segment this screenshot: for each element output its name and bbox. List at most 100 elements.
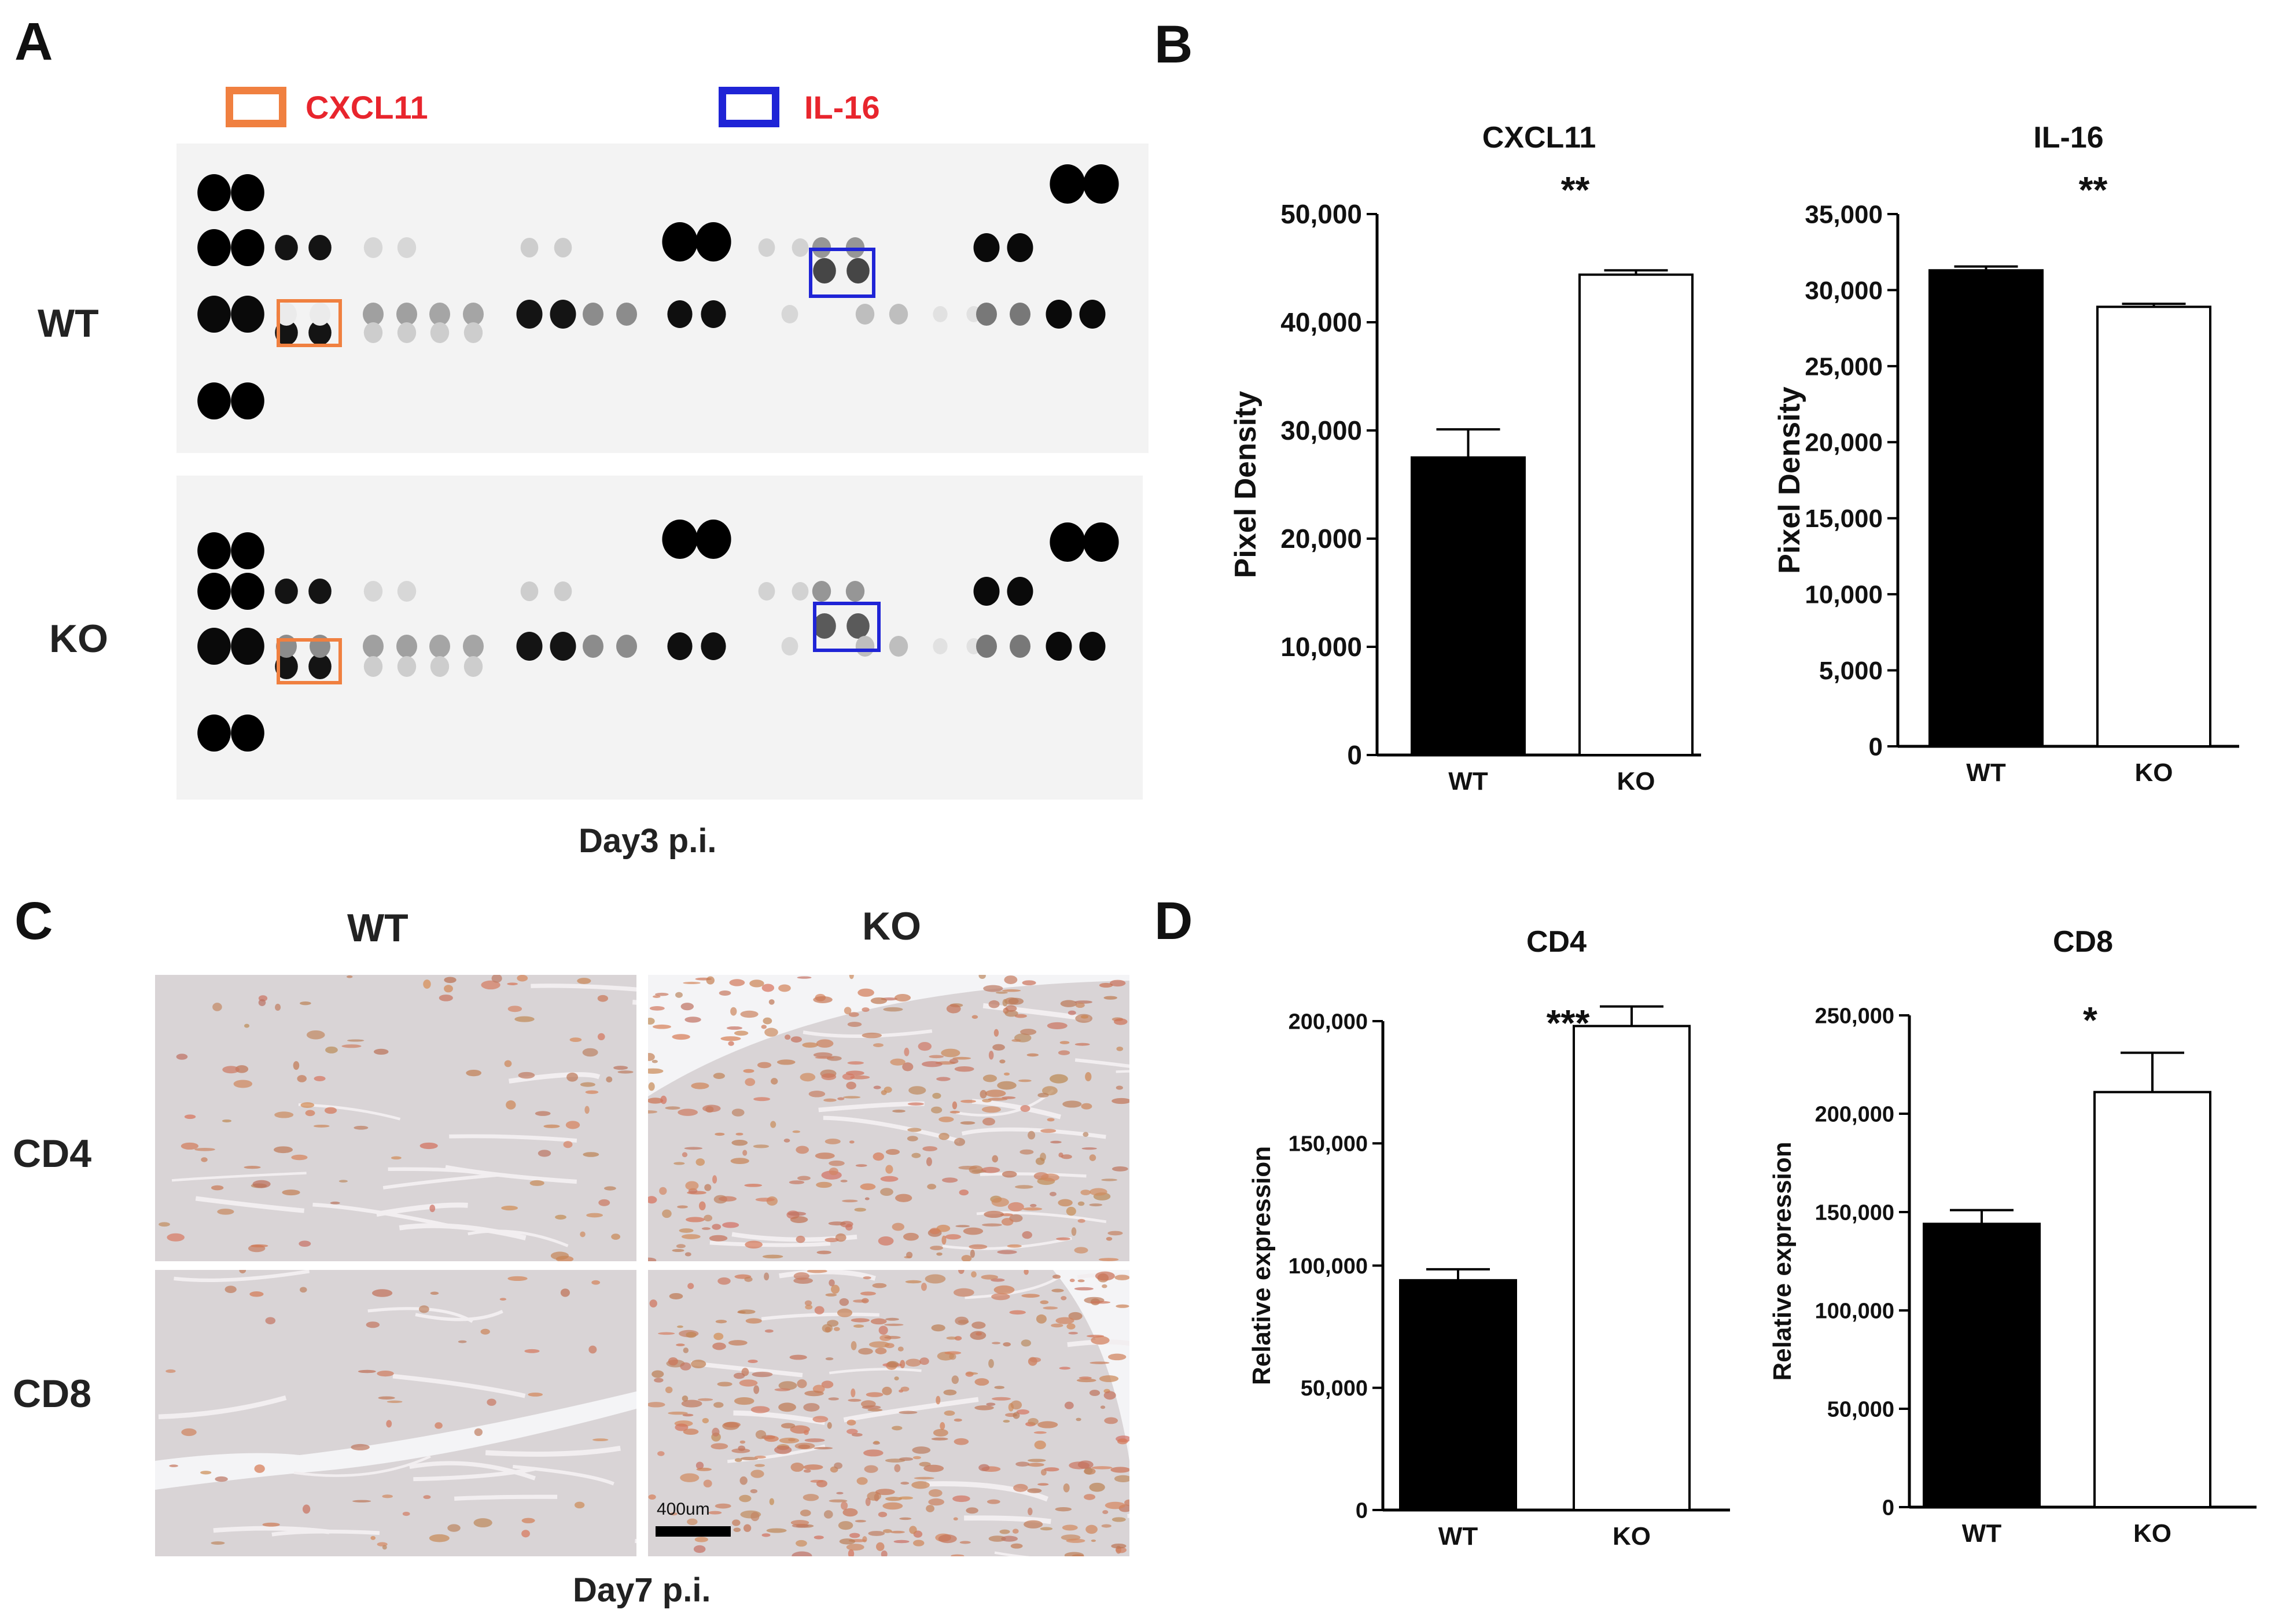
stained-cell — [842, 1508, 858, 1517]
stained-cell — [849, 1140, 855, 1144]
stained-cell — [875, 1489, 895, 1496]
stained-cell — [382, 1494, 393, 1498]
blot-membrane-ko — [176, 476, 1143, 800]
stained-cell — [855, 1164, 867, 1167]
stained-cell — [302, 1504, 311, 1514]
y-tick-label-cxcl11: 20,000 — [1280, 524, 1362, 554]
stained-cell — [833, 1327, 840, 1331]
stained-cell — [739, 1440, 746, 1444]
stained-cell — [867, 1408, 883, 1412]
tissue-vessel — [964, 1515, 1051, 1524]
stained-cell — [853, 1299, 867, 1303]
stained-cell — [580, 1082, 595, 1087]
stained-cell — [713, 1402, 724, 1408]
x-tick-label-ko-cd4: KO — [1613, 1522, 1651, 1551]
stained-cell — [611, 1233, 621, 1240]
stained-cell — [971, 1015, 978, 1019]
stained-cell — [201, 1157, 208, 1162]
tissue-edge — [155, 1391, 636, 1490]
stained-cell — [299, 1240, 311, 1247]
stained-cell — [682, 1395, 689, 1402]
stained-cell — [325, 1046, 338, 1054]
bar-ko-cd8 — [2093, 1091, 2211, 1509]
stained-cell — [846, 1544, 864, 1551]
stained-cell — [1095, 1271, 1115, 1281]
blot-spot — [855, 304, 875, 325]
blot-spot — [197, 296, 231, 333]
stained-cell — [800, 1509, 811, 1516]
stained-cell — [892, 1222, 905, 1231]
stained-cell — [976, 1332, 982, 1336]
tissue-vessel — [1074, 1058, 1129, 1068]
stained-cell — [648, 1068, 664, 1074]
stained-cell — [862, 1032, 882, 1039]
stained-cell — [683, 1428, 699, 1435]
blot-spot — [616, 635, 637, 658]
stained-cell — [378, 1396, 395, 1400]
stained-cell — [827, 1320, 839, 1327]
stained-cell — [528, 1392, 543, 1397]
tissue-vessel — [709, 1240, 831, 1247]
stained-cell — [942, 1177, 958, 1183]
stained-cell — [764, 1435, 779, 1442]
stained-cell — [785, 1034, 791, 1040]
stained-cell — [1102, 1510, 1109, 1515]
stained-cell — [726, 1026, 743, 1030]
stained-cell — [731, 1139, 748, 1146]
stained-cell — [745, 1240, 763, 1249]
stained-cell — [755, 1198, 775, 1202]
stained-cell — [560, 1288, 570, 1297]
stained-cell — [894, 994, 911, 1002]
blot-spot — [973, 577, 1000, 606]
stained-cell — [1080, 1190, 1091, 1195]
stained-cell — [860, 1291, 876, 1296]
stained-cell — [815, 1152, 835, 1159]
stained-cell — [1101, 1524, 1111, 1528]
stained-cell — [200, 1471, 212, 1475]
stained-cell — [324, 1107, 337, 1114]
y-tick-label-il16: 5,000 — [1819, 657, 1883, 685]
stained-cell — [677, 1205, 688, 1209]
stained-cell — [244, 1166, 261, 1169]
stained-cell — [659, 1187, 667, 1195]
stained-cell — [764, 1329, 774, 1333]
significance-cd4: *** — [1547, 1002, 1590, 1044]
stained-cell — [864, 1197, 870, 1200]
stained-cell — [351, 1443, 370, 1450]
stained-cell — [592, 1438, 609, 1442]
stained-cell — [1014, 1014, 1027, 1018]
y-tick-label-cd8: 150,000 — [1815, 1200, 1894, 1225]
stained-cell — [669, 1512, 678, 1516]
y-tick-label-cxcl11: 30,000 — [1280, 415, 1362, 445]
stained-cell — [995, 991, 1008, 994]
stained-cell — [1008, 997, 1024, 1005]
tissue-vessel — [312, 1202, 449, 1228]
significance-cd8: * — [2083, 999, 2097, 1041]
stained-cell — [803, 1469, 811, 1473]
y-tick-label-cd8: 0 — [1882, 1496, 1894, 1520]
stained-cell — [1062, 1100, 1082, 1108]
stained-cell — [941, 1235, 947, 1245]
stained-cell — [565, 1121, 580, 1129]
blot-spot — [396, 303, 417, 326]
stained-cell — [1114, 1018, 1128, 1025]
stained-cell — [648, 1257, 657, 1261]
blot-spot — [197, 532, 231, 569]
stained-cell — [955, 1316, 969, 1325]
stained-cell — [1034, 1440, 1046, 1450]
stained-cell — [698, 1201, 706, 1211]
stained-cell — [591, 1280, 601, 1285]
stained-cell — [813, 996, 833, 1003]
cxcl11-highlight-ko — [277, 638, 342, 684]
stained-cell — [870, 997, 888, 1004]
stained-cell — [717, 1382, 733, 1387]
panel-letter-c: C — [14, 892, 53, 951]
stained-cell — [1066, 1323, 1076, 1330]
blot-spot — [397, 322, 417, 343]
stained-cell — [648, 1110, 658, 1114]
blot-spot — [695, 520, 731, 559]
tissue-vessel — [803, 1029, 933, 1038]
stained-cell — [731, 1109, 745, 1117]
stained-cell — [1075, 1002, 1085, 1008]
stained-cell — [1101, 1179, 1118, 1181]
